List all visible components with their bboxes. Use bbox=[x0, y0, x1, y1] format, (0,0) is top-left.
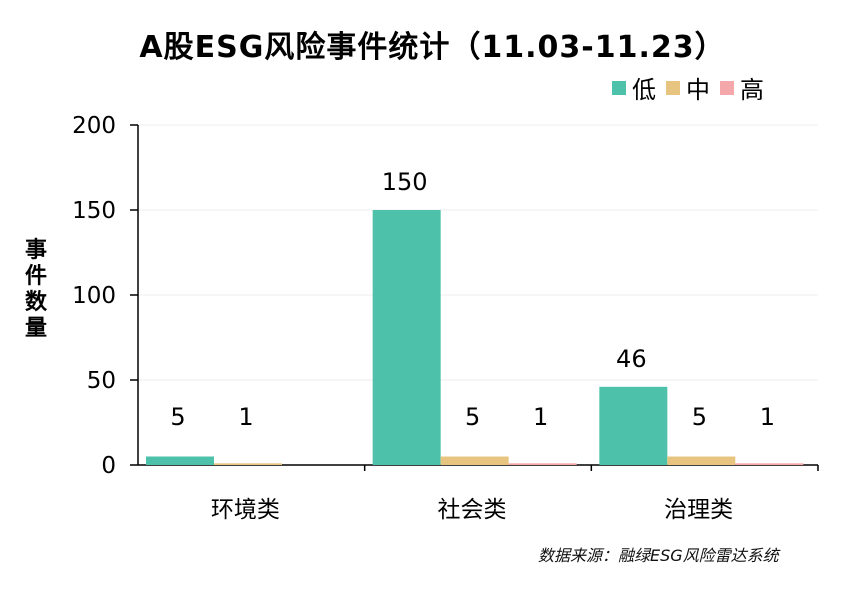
bar-low-1 bbox=[146, 456, 214, 465]
bar-mid-2 bbox=[440, 456, 509, 465]
source-note: 数据来源：融绿ESG风险雷达系统 bbox=[538, 546, 779, 565]
legend-label-mid: 中 bbox=[686, 76, 710, 104]
x-tick-label: 社会类 bbox=[438, 497, 507, 523]
chart-title: A股ESG风险事件统计（11.03-11.23） bbox=[139, 30, 726, 65]
legend-label-low: 低 bbox=[632, 76, 656, 104]
legend-swatch-low bbox=[612, 80, 626, 95]
bar-high-2 bbox=[508, 463, 577, 465]
data-label: 46 bbox=[616, 345, 647, 373]
data-label: 5 bbox=[692, 403, 707, 431]
bar-low-2 bbox=[372, 210, 441, 465]
data-label: 1 bbox=[760, 403, 775, 431]
y-axis-label: 事件数量 bbox=[24, 238, 47, 341]
y-tick-label: 100 bbox=[72, 283, 116, 309]
y-tick-label: 0 bbox=[101, 453, 116, 479]
legend-item-low: 低 bbox=[612, 70, 656, 105]
legend-item-high: 高 bbox=[720, 70, 764, 105]
y-tick-label: 150 bbox=[72, 198, 116, 224]
legend-swatch-high bbox=[720, 80, 734, 95]
data-label: 5 bbox=[170, 403, 185, 431]
bar-low-3 bbox=[599, 386, 668, 465]
bar-mid-3 bbox=[667, 456, 736, 465]
legend-label-high: 高 bbox=[740, 76, 764, 104]
y-tick-label: 50 bbox=[87, 368, 116, 394]
x-tick-label: 环境类 bbox=[211, 497, 280, 523]
legend: 低 中 高 bbox=[612, 70, 764, 105]
bar-high-3 bbox=[735, 463, 804, 465]
data-label: 5 bbox=[465, 403, 480, 431]
bar-mid-1 bbox=[214, 463, 282, 465]
data-label: 1 bbox=[238, 403, 253, 431]
legend-item-mid: 中 bbox=[666, 70, 710, 105]
x-tick-label: 治理类 bbox=[664, 497, 733, 523]
data-label: 150 bbox=[382, 168, 428, 196]
data-label: 1 bbox=[533, 403, 548, 431]
legend-swatch-mid bbox=[666, 80, 680, 95]
y-tick-label: 200 bbox=[72, 113, 116, 139]
